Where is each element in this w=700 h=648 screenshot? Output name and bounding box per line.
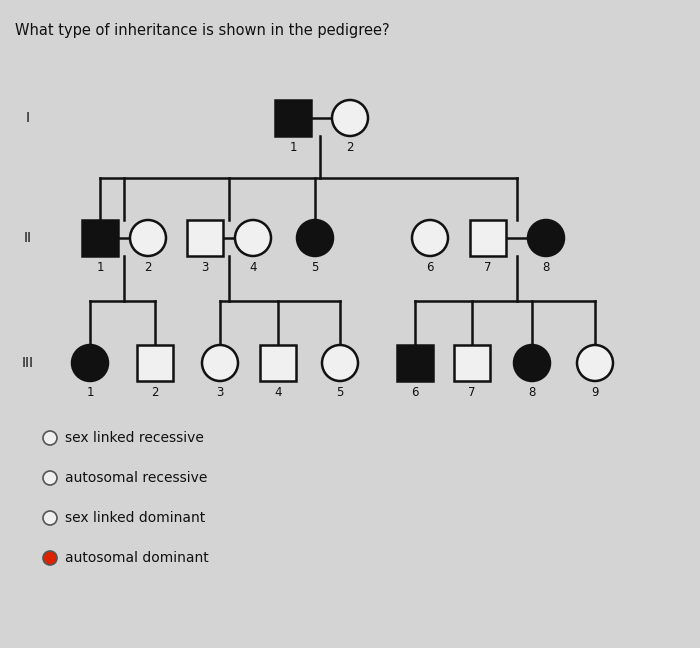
Circle shape xyxy=(528,220,564,256)
Text: III: III xyxy=(22,356,34,370)
Circle shape xyxy=(43,431,57,445)
Circle shape xyxy=(202,345,238,381)
Text: sex linked recessive: sex linked recessive xyxy=(65,431,204,445)
Circle shape xyxy=(332,100,368,136)
Text: I: I xyxy=(26,111,30,125)
Bar xyxy=(454,345,490,381)
Text: sex linked dominant: sex linked dominant xyxy=(65,511,205,525)
Text: 5: 5 xyxy=(336,386,344,399)
Bar xyxy=(187,220,223,256)
Circle shape xyxy=(72,345,108,381)
Text: II: II xyxy=(24,231,32,245)
Text: 6: 6 xyxy=(426,261,434,274)
Text: 3: 3 xyxy=(202,261,209,274)
Bar xyxy=(82,220,118,256)
Text: 3: 3 xyxy=(216,386,224,399)
Bar xyxy=(137,345,173,381)
Bar xyxy=(260,345,296,381)
Text: 1: 1 xyxy=(289,141,297,154)
Circle shape xyxy=(43,511,57,525)
Circle shape xyxy=(514,345,550,381)
Text: autosomal dominant: autosomal dominant xyxy=(65,551,209,565)
Text: 2: 2 xyxy=(144,261,152,274)
Bar xyxy=(470,220,506,256)
Bar xyxy=(275,100,311,136)
Text: 9: 9 xyxy=(592,386,598,399)
Text: 1: 1 xyxy=(86,386,94,399)
Circle shape xyxy=(412,220,448,256)
Circle shape xyxy=(297,220,333,256)
Text: 1: 1 xyxy=(97,261,104,274)
Text: autosomal recessive: autosomal recessive xyxy=(65,471,207,485)
Circle shape xyxy=(235,220,271,256)
Text: 6: 6 xyxy=(412,386,419,399)
Text: 2: 2 xyxy=(346,141,354,154)
Text: What type of inheritance is shown in the pedigree?: What type of inheritance is shown in the… xyxy=(15,23,390,38)
Circle shape xyxy=(43,471,57,485)
Text: 5: 5 xyxy=(312,261,318,274)
Circle shape xyxy=(130,220,166,256)
Text: 4: 4 xyxy=(249,261,257,274)
Circle shape xyxy=(322,345,358,381)
Circle shape xyxy=(43,551,57,565)
Text: 2: 2 xyxy=(151,386,159,399)
Text: 7: 7 xyxy=(484,261,491,274)
Text: 4: 4 xyxy=(274,386,281,399)
Text: 8: 8 xyxy=(528,386,536,399)
Text: 8: 8 xyxy=(542,261,550,274)
Circle shape xyxy=(577,345,613,381)
Text: 7: 7 xyxy=(468,386,476,399)
Bar xyxy=(397,345,433,381)
